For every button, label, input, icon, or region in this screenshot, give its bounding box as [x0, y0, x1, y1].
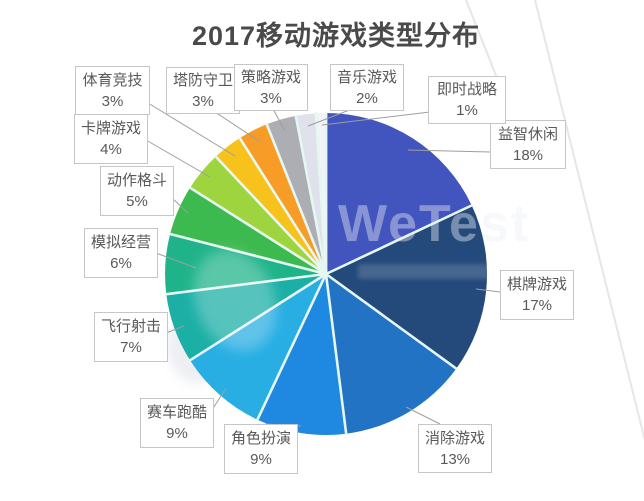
- pie-label-box: 益智休闲 18%: [490, 120, 566, 169]
- leader-line: [307, 108, 353, 127]
- slice-separator: [168, 232, 327, 276]
- pie-label-pct: 13%: [439, 450, 471, 468]
- leader-line: [272, 108, 286, 132]
- leader-line: [155, 252, 197, 269]
- pie-label-box: 塔防守卫 3%: [166, 67, 240, 114]
- slice-separator: [325, 272, 458, 371]
- pie-slice[interactable]: [326, 112, 472, 274]
- slice-separator: [325, 203, 474, 276]
- leader-line: [214, 111, 260, 142]
- pie-label-name: 塔防守卫: [172, 71, 233, 89]
- pie-label-box: 体育竞技 3%: [75, 66, 150, 115]
- pie-slice[interactable]: [170, 187, 326, 274]
- pie-label-name: 体育竞技: [82, 71, 143, 89]
- pie-label-name: 即时战略: [436, 81, 497, 98]
- pie-label-pct: 3%: [260, 89, 282, 107]
- pie-label-box: 角色扮演 9%: [224, 424, 298, 474]
- pie-label-box: 即时战略 1%: [428, 76, 506, 124]
- pie-label-pct: 7%: [120, 339, 142, 356]
- pie-slice[interactable]: [257, 274, 347, 435]
- chart-title: 2017移动游戏类型分布: [191, 21, 481, 51]
- pie-label-pct: 9%: [250, 451, 272, 468]
- slice-separator: [294, 114, 328, 275]
- slice-separator: [255, 273, 328, 422]
- pie-label-pct: 3%: [192, 92, 214, 110]
- slice-separator: [165, 272, 327, 296]
- pie-label-box: 飞行射击 7%: [94, 312, 168, 362]
- pie-slice[interactable]: [190, 156, 326, 274]
- pie-slice[interactable]: [166, 274, 326, 361]
- pie-label-pct: 4%: [100, 141, 122, 158]
- pie-label-box: 棋牌游戏 17%: [500, 270, 574, 320]
- pie-label-name: 消除游戏: [424, 429, 485, 447]
- pie-label-name: 飞行射击: [100, 318, 161, 335]
- slice-separator: [314, 112, 328, 275]
- pie-label-pct: 3%: [101, 92, 124, 110]
- pie-slice[interactable]: [190, 274, 326, 420]
- pie-label-box: 模拟经营 6%: [84, 228, 158, 278]
- pie-slice[interactable]: [326, 274, 457, 434]
- pie-label-name: 策略游戏: [240, 68, 301, 86]
- pie-label-name: 赛车跑酷: [146, 404, 207, 421]
- pie-label-pct: 5%: [126, 193, 148, 210]
- pie-label-name: 益智休闲: [497, 125, 558, 143]
- leader-line: [407, 149, 491, 153]
- slice-separator: [238, 136, 328, 275]
- pie-label-pct: 17%: [521, 297, 553, 314]
- leader-line: [405, 406, 441, 425]
- leader-line: [165, 325, 185, 334]
- pie-slice[interactable]: [239, 124, 326, 274]
- slice-separator: [214, 155, 327, 275]
- pie-label-box: 卡牌游戏 4%: [74, 114, 148, 164]
- leader-line: [171, 197, 189, 214]
- slice-separator: [265, 122, 328, 275]
- pie-label-pct: 2%: [356, 89, 378, 107]
- leader-line: [211, 387, 227, 411]
- leader-line: [145, 139, 211, 178]
- pie-label-box: 策略游戏 3%: [234, 64, 308, 111]
- pie-label-name: 卡牌游戏: [80, 120, 141, 137]
- pie-slice[interactable]: [165, 234, 326, 295]
- leader-line: [321, 111, 431, 126]
- leader-line: [147, 102, 236, 157]
- pie-label-pct: 9%: [166, 425, 188, 442]
- pie-label-pct: 6%: [110, 255, 132, 272]
- slice-separator: [188, 186, 327, 276]
- pie-label-name: 音乐游戏: [336, 68, 397, 86]
- pie-label-name: 模拟经营: [90, 234, 151, 251]
- pie-slice[interactable]: [326, 205, 488, 369]
- pie-label-box: 音乐游戏 2%: [330, 64, 404, 111]
- slice-separator: [324, 273, 348, 435]
- pie-slice[interactable]: [215, 138, 326, 274]
- pie-label-name: 角色扮演: [230, 430, 291, 447]
- pie-label-box: 动作格斗 5%: [100, 166, 174, 216]
- pie-label-name: 动作格斗: [106, 172, 167, 189]
- pie-label-pct: 1%: [456, 102, 478, 119]
- pie-label-box: 消除游戏 13%: [418, 424, 492, 473]
- slice-separator: [188, 272, 327, 362]
- background-diagonal-line: [534, 0, 644, 442]
- pie-label-pct: 18%: [512, 146, 544, 164]
- background-diagonal-line: [465, 0, 498, 79]
- pie-label-box: 赛车跑酷 9%: [140, 398, 214, 448]
- leader-line: [475, 288, 501, 293]
- pie-label-name: 棋牌游戏: [506, 276, 567, 293]
